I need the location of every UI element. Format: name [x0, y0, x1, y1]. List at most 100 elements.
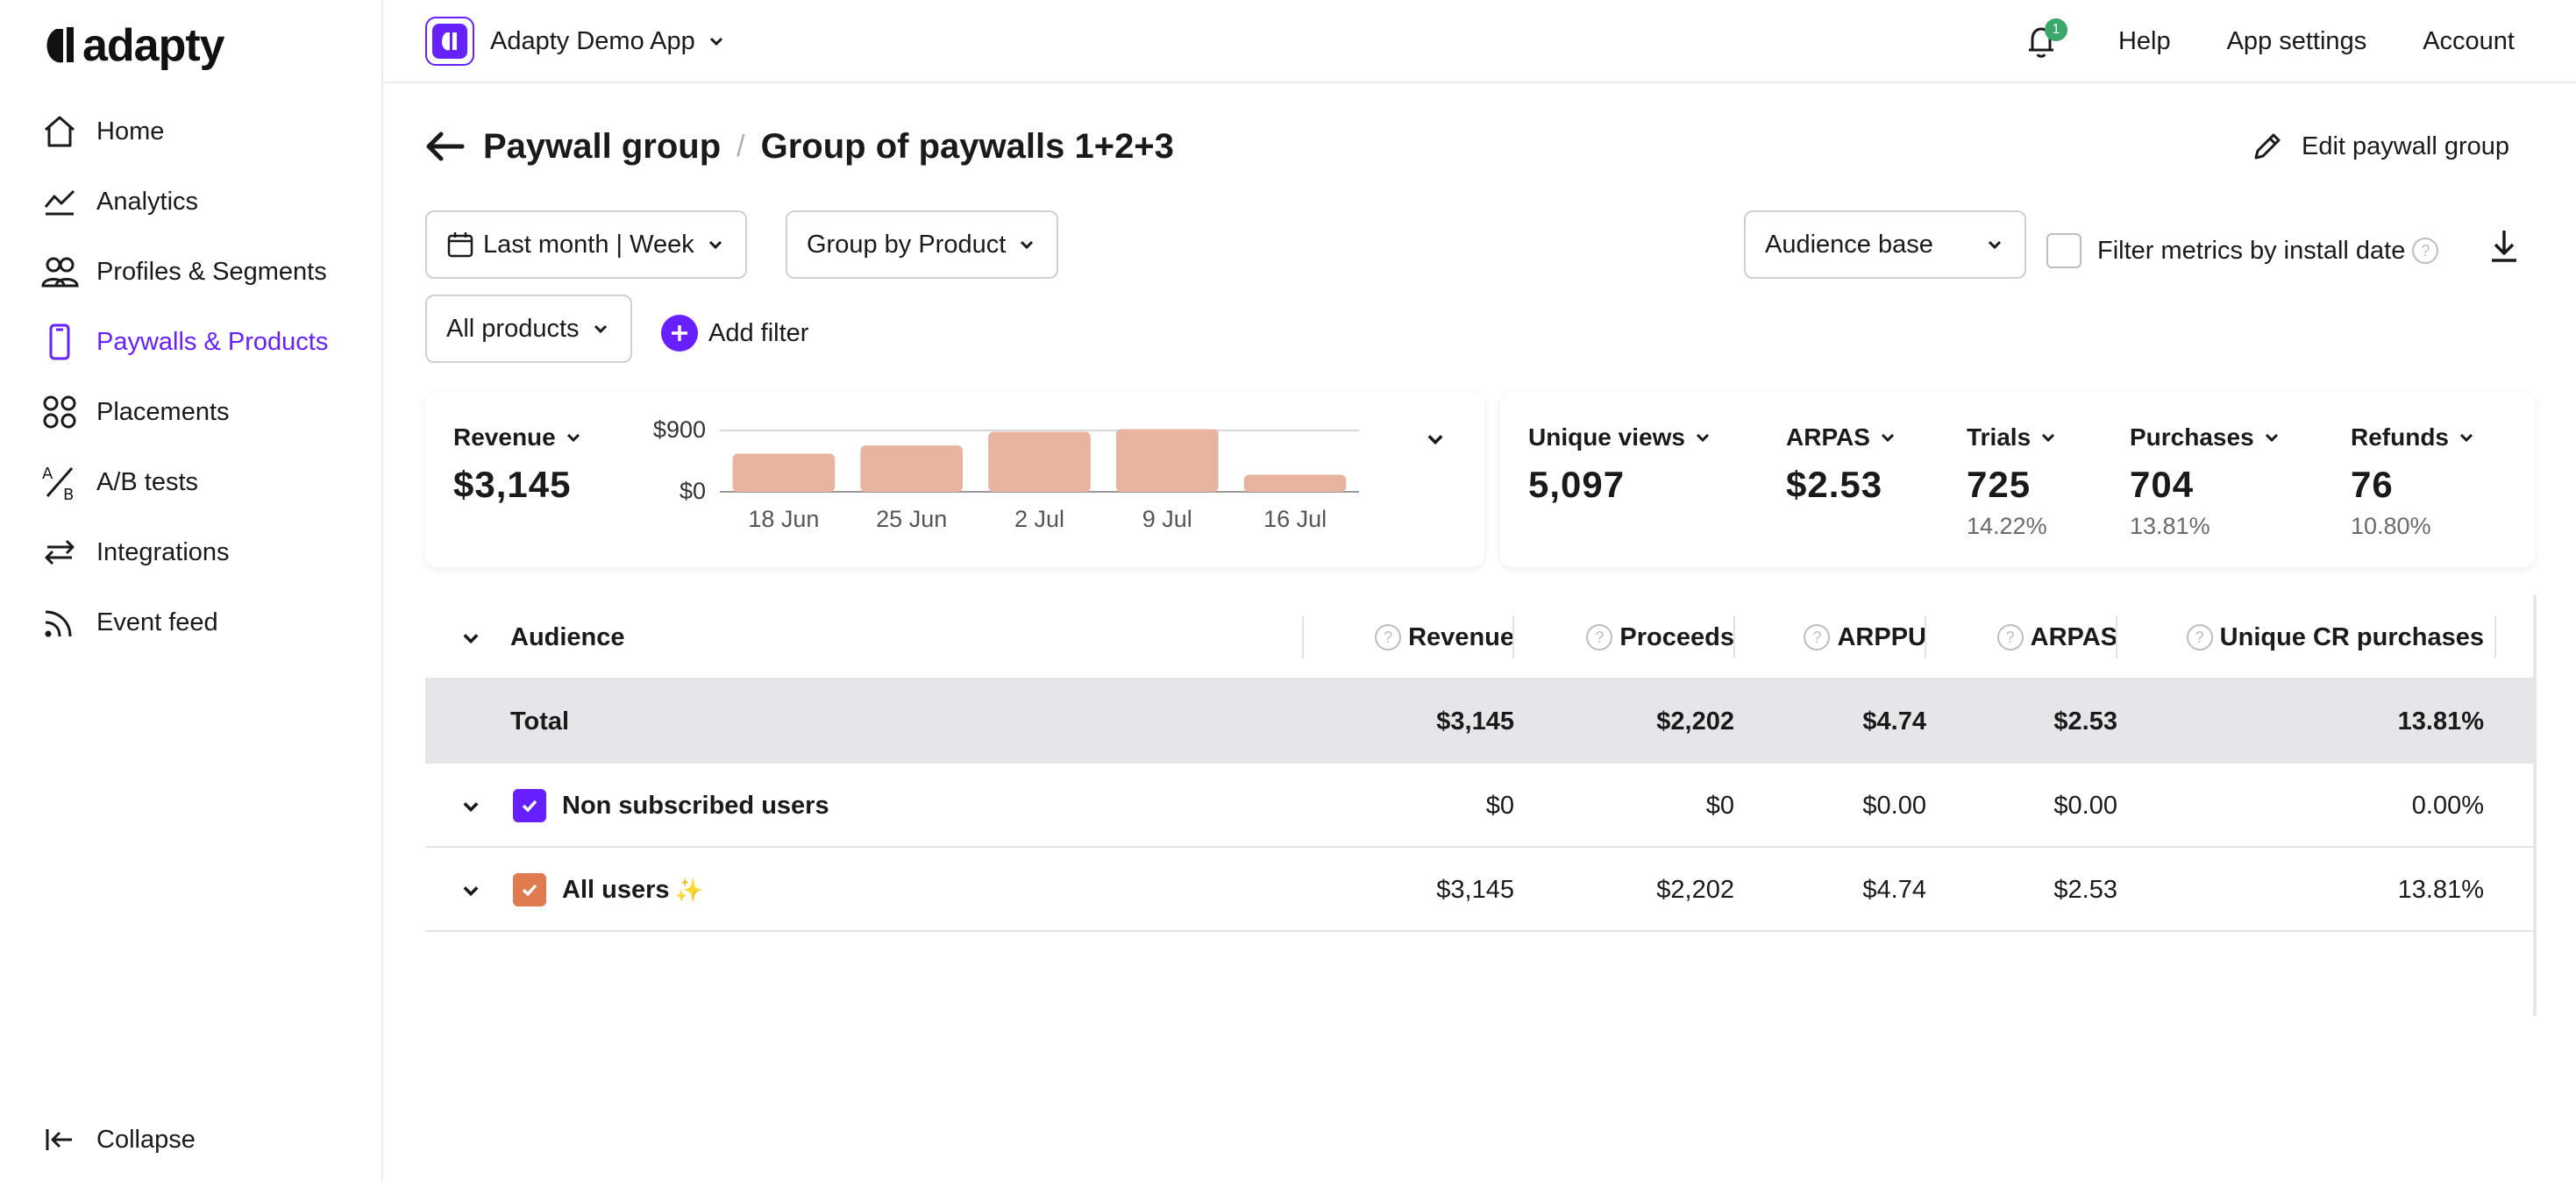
app-switcher[interactable]: Adapty Demo App [425, 15, 725, 68]
top-right-links: 1 Help App settings Account [2020, 15, 2515, 68]
metric-refunds[interactable]: Refunds 76 10.80% [2351, 423, 2477, 540]
back-arrow-icon[interactable] [425, 125, 467, 167]
help-icon[interactable]: ? [1375, 624, 1402, 650]
x-tick-label: 9 Jul [1142, 506, 1192, 532]
header-label: Unique CR purchases [2219, 622, 2484, 651]
home-icon [39, 110, 81, 153]
group-by-select[interactable]: Group by Product [786, 210, 1059, 279]
chevron-down-icon [565, 428, 584, 447]
collapse-button[interactable]: Collapse [39, 1113, 196, 1166]
adapty-logo[interactable]: adapty [44, 19, 225, 72]
sidebar-item-analytics[interactable]: Analytics [39, 175, 198, 228]
metric-arpas[interactable]: ARPAS $2.53 [1786, 423, 1898, 506]
sidebar-item-label: Profiles & Segments [96, 257, 327, 286]
metric-trials[interactable]: Trials 725 14.22% [1967, 423, 2059, 540]
audience-base-select[interactable]: Audience base [1744, 210, 2026, 279]
audience-table: Audience ? Revenue ? Proceeds ? ARPPU ? ARPA… [425, 595, 2535, 1016]
row-checkbox[interactable] [513, 873, 546, 906]
sidebar-item-placements[interactable]: Placements [39, 386, 230, 438]
revenue-bar[interactable] [1243, 474, 1347, 492]
table-header: Audience ? Revenue ? Proceeds ? ARPPU ? ARPA… [425, 595, 2535, 679]
revenue-value: $3,145 [453, 464, 572, 505]
sidebar-item-integrations[interactable]: Integrations [39, 526, 230, 579]
feed-icon [39, 601, 81, 643]
top-bar: Adapty Demo App 1 Help App settings Acco… [385, 0, 2576, 83]
download-button[interactable] [2483, 225, 2525, 267]
cell-arpas: $2.53 [2053, 707, 2117, 736]
revenue-bar[interactable] [732, 453, 836, 492]
expand-row-button[interactable] [460, 795, 481, 816]
expand-chart-button[interactable] [1425, 429, 1448, 451]
account-link[interactable]: Account [2423, 26, 2515, 55]
svg-text:A: A [42, 465, 53, 483]
notifications-button[interactable]: 1 [2020, 18, 2067, 62]
plus-icon [661, 315, 698, 352]
edit-paywall-group-button[interactable]: Edit paywall group [2251, 120, 2509, 173]
row-checkbox[interactable] [513, 789, 546, 822]
cell-proceeds: $2,202 [1656, 707, 1734, 736]
cell-revenue: $3,145 [1436, 707, 1514, 736]
cell-revenue: $3,145 [1436, 875, 1514, 904]
x-tick-label: 18 Jun [748, 506, 819, 532]
breadcrumb-separator: / [737, 129, 745, 163]
help-icon[interactable]: ? [1804, 624, 1831, 650]
metric-unique-views[interactable]: Unique views 5,097 [1528, 423, 1713, 506]
profiles-icon [39, 251, 81, 293]
breadcrumb: Paywall group / Group of paywalls 1+2+3 [425, 120, 1174, 173]
revenue-metric[interactable]: Revenue $3,145 [453, 423, 584, 506]
row-label: Total [510, 707, 570, 736]
products-select[interactable]: All products [425, 295, 632, 363]
metric-label: Unique views [1528, 423, 1685, 451]
header-unique-cr[interactable]: ? Unique CR purchases [2124, 595, 2484, 679]
app-settings-link[interactable]: App settings [2226, 26, 2367, 55]
cell-proceeds: $0 [1705, 791, 1734, 820]
help-icon[interactable]: ? [2412, 238, 2439, 264]
help-icon[interactable]: ? [2186, 624, 2213, 650]
help-link[interactable]: Help [2117, 26, 2171, 55]
sidebar-item-home[interactable]: Home [39, 105, 164, 158]
revenue-bar[interactable] [860, 445, 964, 492]
revenue-bar[interactable] [988, 431, 1091, 492]
header-revenue[interactable]: ? Revenue [1311, 595, 1514, 679]
metric-value: 704 [2130, 464, 2195, 505]
sidebar-item-event-feed[interactable]: Event feed [39, 596, 218, 649]
sidebar-item-paywalls[interactable]: Paywalls & Products [39, 316, 328, 368]
cell-proceeds: $2,202 [1656, 875, 1734, 904]
header-audience[interactable]: Audience [510, 622, 625, 651]
date-range-select[interactable]: Last month | Week [425, 210, 747, 279]
add-filter-button[interactable]: Add filter [661, 307, 808, 359]
sidebar-item-label: A/B tests [96, 467, 199, 496]
filter-install-date-toggle[interactable]: Filter metrics by install date ? [2046, 224, 2439, 277]
edit-label: Edit paywall group [2302, 132, 2509, 160]
install-date-checkbox[interactable] [2046, 233, 2081, 268]
svg-text:B: B [63, 486, 74, 501]
row-audience: All users ✨ [513, 848, 703, 932]
metric-sub: 14.22% [1967, 513, 2047, 539]
metric-purchases[interactable]: Purchases 704 13.81% [2130, 423, 2282, 540]
row-audience: Non subscribed users [513, 764, 829, 848]
check-icon [522, 884, 537, 897]
sidebar-item-profiles[interactable]: Profiles & Segments [39, 245, 327, 298]
header-arppu[interactable]: ? ARPPU [1742, 595, 1926, 679]
placements-icon [39, 391, 81, 433]
breadcrumb-parent[interactable]: Paywall group [483, 126, 722, 166]
header-arpas[interactable]: ? ARPAS [1933, 595, 2117, 679]
collapse-all-button[interactable] [460, 627, 481, 648]
logo-text: adapty [82, 20, 225, 71]
header-proceeds[interactable]: ? Proceeds [1521, 595, 1734, 679]
chevron-down-icon [1427, 435, 1443, 445]
sidebar-item-label: Integrations [96, 537, 230, 566]
cell-arppu: $4.74 [1862, 875, 1926, 904]
chevron-down-icon [2039, 428, 2059, 447]
cell-arppu: $4.74 [1862, 707, 1926, 736]
date-range-value: Last month | Week [483, 230, 694, 259]
sidebar-item-label: Placements [96, 397, 230, 426]
sidebar-item-label: Paywalls & Products [96, 327, 329, 356]
chevron-down-icon [2263, 428, 2282, 447]
chevron-down-icon [1986, 235, 2005, 254]
revenue-bar[interactable] [1115, 429, 1219, 492]
expand-row-button[interactable] [460, 879, 481, 900]
help-icon[interactable]: ? [1996, 624, 2024, 650]
help-icon[interactable]: ? [1586, 624, 1613, 650]
